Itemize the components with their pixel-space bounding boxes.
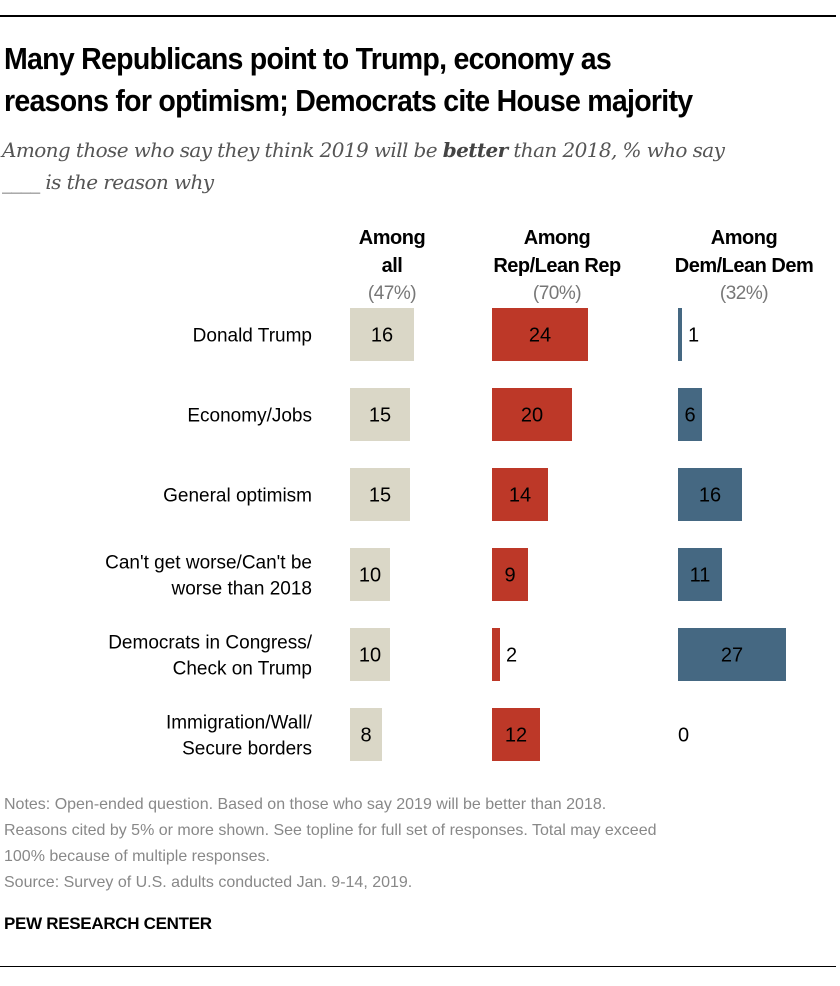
bar (492, 468, 548, 521)
category-label: Secure borders (182, 739, 312, 760)
bar (492, 388, 572, 441)
column-header-line: Among (523, 227, 591, 249)
subtitle-emphasis: better (442, 138, 508, 162)
title-line: Many Republicans point to Trump, economy… (4, 41, 612, 76)
note-line: Notes: Open-ended question. Based on tho… (4, 796, 607, 813)
data-label: 12 (505, 725, 527, 747)
category-label: Economy/Jobs (187, 406, 312, 427)
title-line: reasons for optimism; Democrats cite Hou… (4, 83, 693, 118)
bar (678, 308, 682, 361)
bar (350, 468, 410, 521)
data-label: 15 (369, 405, 391, 427)
category-label: Immigration/Wall/ (166, 713, 313, 734)
bar (350, 388, 410, 441)
note-line: 100% because of multiple responses. (4, 848, 270, 865)
column-header-line: Dem/Lean Dem (674, 255, 814, 277)
subtitle-text: than 2018, % who say (507, 138, 725, 162)
note-line: Reasons cited by 5% or more shown. See t… (4, 822, 657, 839)
notes: Notes: Open-ended question. Based on tho… (4, 792, 834, 896)
pew-logo-text: PEW RESEARCH CENTER (4, 914, 212, 933)
data-label: 0 (678, 725, 689, 747)
column-share: (70%) (532, 283, 582, 304)
bottom-rule (0, 966, 836, 967)
data-label: 1 (688, 325, 699, 347)
data-label: 6 (684, 405, 695, 427)
column-share: (47%) (367, 283, 417, 304)
data-label: 15 (369, 485, 391, 507)
data-label: 24 (529, 325, 551, 347)
column-header-all: Among all (47%) (332, 224, 452, 308)
bar (492, 628, 500, 681)
bar (678, 628, 786, 681)
data-label: 16 (699, 485, 721, 507)
column-header-line: Among (358, 227, 426, 249)
subtitle-text: Among those who say they think 2019 will… (2, 138, 443, 162)
source-line: Source: Survey of U.S. adults conducted … (4, 874, 413, 891)
category-label: Donald Trump (193, 326, 312, 347)
category-label: Can't get worse/Can't be (105, 553, 312, 574)
chart-subtitle: Among those who say they think 2019 will… (2, 134, 832, 198)
data-label: 14 (509, 485, 531, 507)
category-label: worse than 2018 (171, 579, 313, 600)
bar (492, 308, 588, 361)
bar (492, 548, 528, 601)
data-label: 2 (506, 645, 517, 667)
bar (492, 708, 540, 761)
bar (678, 548, 722, 601)
subtitle-text: ____ is the reason why (2, 170, 214, 194)
category-label: Check on Trump (173, 659, 312, 680)
top-rule (0, 15, 836, 17)
bar (350, 308, 414, 361)
data-label: 20 (521, 405, 543, 427)
column-header-rep: Among Rep/Lean Rep (70%) (477, 224, 637, 308)
bar (678, 468, 742, 521)
data-label: 10 (359, 645, 381, 667)
bar (350, 708, 382, 761)
category-label: Democrats in Congress/ (108, 633, 313, 654)
bar (678, 388, 702, 441)
data-label: 27 (721, 645, 743, 667)
column-header-dem: Among Dem/Lean Dem (32%) (659, 224, 829, 308)
chart-title: Many Republicans point to Trump, economy… (4, 38, 832, 122)
bar (350, 548, 390, 601)
column-header-line: Rep/Lean Rep (493, 255, 621, 277)
column-header-line: Among (710, 227, 778, 249)
data-label: 11 (690, 565, 711, 587)
data-label: 10 (359, 565, 381, 587)
column-share: (32%) (719, 283, 769, 304)
column-header-line: all (381, 255, 403, 277)
data-label: 9 (504, 565, 515, 587)
data-label: 8 (360, 725, 371, 747)
bar (350, 628, 390, 681)
category-label: General optimism (163, 486, 312, 507)
data-label: 16 (371, 325, 393, 347)
